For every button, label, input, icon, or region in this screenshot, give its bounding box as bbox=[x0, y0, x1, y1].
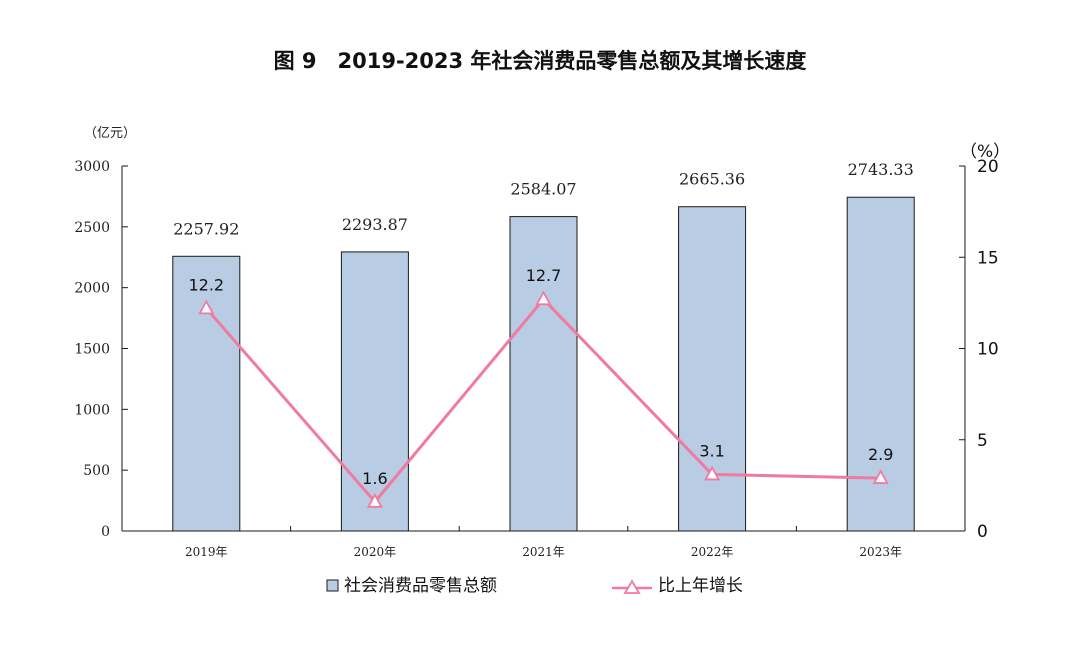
growth-value-labels: 12.2 1.6 12.7 3.1 2.9 bbox=[188, 266, 893, 488]
growth-value-label: 3.1 bbox=[699, 441, 724, 460]
growth-point-marker bbox=[198, 299, 215, 315]
bar-value-labels: 2257.92 2293.87 2584.07 2665.36 2743.33 bbox=[173, 160, 914, 238]
bar bbox=[678, 206, 747, 532]
bar bbox=[509, 216, 578, 532]
bar-value-label: 2257.92 bbox=[173, 219, 239, 238]
growth-value-label: 2.9 bbox=[868, 445, 893, 464]
x-tick-label: 2023年 bbox=[859, 545, 902, 559]
bar bbox=[340, 251, 409, 532]
left-axis-unit: （亿元） bbox=[84, 126, 136, 141]
x-tick-label: 2021年 bbox=[522, 545, 565, 559]
legend-label-bars: 社会消费品零售总额 bbox=[344, 576, 497, 596]
triangle-line-icon bbox=[612, 579, 652, 594]
bar-value-label: 2293.87 bbox=[342, 215, 408, 234]
bar-value-label: 2665.36 bbox=[679, 170, 745, 189]
right-tick-label: 20 bbox=[977, 157, 999, 177]
growth-point-marker bbox=[704, 465, 721, 481]
legend: 社会消费品零售总额 比上年增长 bbox=[326, 576, 743, 596]
chart-title: 图 9 2019-2023 年社会消费品零售总额及其增长速度 bbox=[274, 49, 807, 73]
x-tick-label: 2022年 bbox=[691, 545, 734, 559]
x-axis: 2019年 2020年 2021年 2022年 2023年 bbox=[121, 526, 966, 559]
growth-line bbox=[198, 290, 889, 508]
growth-point-marker bbox=[366, 492, 383, 508]
left-tick-label: 1500 bbox=[74, 342, 110, 358]
right-tick-label: 5 bbox=[977, 431, 988, 451]
right-axis-unit: （%） bbox=[960, 142, 1010, 162]
bar-value-label: 2584.07 bbox=[510, 180, 576, 199]
left-tick-label: 3000 bbox=[74, 159, 110, 175]
left-axis: 0 500 1000 1500 2000 2500 3000 bbox=[74, 159, 128, 540]
left-tick-label: 0 bbox=[101, 524, 110, 540]
bar bbox=[172, 255, 241, 532]
right-tick-label: 0 bbox=[977, 522, 988, 542]
growth-value-label: 1.6 bbox=[362, 469, 387, 488]
growth-value-label: 12.2 bbox=[188, 275, 224, 294]
bar-swatch-icon bbox=[326, 579, 339, 592]
growth-point-marker bbox=[872, 469, 889, 484]
left-tick-label: 2000 bbox=[74, 281, 110, 297]
growth-value-label: 12.7 bbox=[526, 266, 562, 285]
x-tick-label: 2020年 bbox=[354, 545, 397, 559]
left-tick-label: 500 bbox=[83, 463, 110, 479]
right-tick-label: 10 bbox=[977, 340, 999, 360]
left-tick-label: 2500 bbox=[74, 220, 110, 236]
growth-point-marker bbox=[535, 290, 552, 306]
x-tick-label: 2019年 bbox=[185, 545, 228, 559]
right-axis: 0 5 10 15 20 bbox=[959, 157, 999, 542]
right-tick-label: 15 bbox=[977, 248, 999, 268]
left-tick-label: 1000 bbox=[74, 402, 110, 418]
bar-value-label: 2743.33 bbox=[848, 160, 914, 179]
bars bbox=[172, 196, 915, 532]
legend-label-line: 比上年增长 bbox=[658, 576, 743, 596]
